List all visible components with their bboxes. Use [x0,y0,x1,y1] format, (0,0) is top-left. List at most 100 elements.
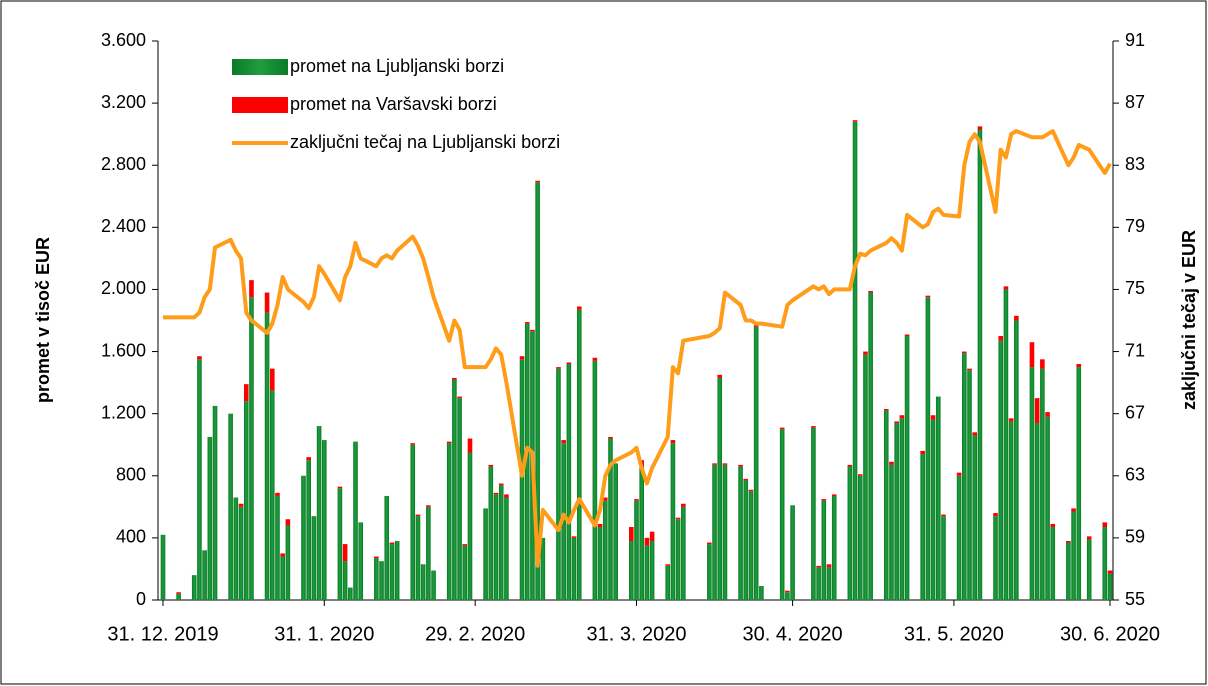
bar [249,297,254,600]
bar [535,180,540,183]
bar [1008,421,1014,600]
bar [410,444,416,600]
bar [883,409,889,411]
bar [998,336,1004,341]
bar [498,483,504,486]
bar [857,474,863,476]
bar [790,505,795,600]
bar [243,384,249,402]
bar [941,514,946,517]
y-tick-label: 1.600 [101,340,146,360]
y2-axis-label: zaključni tečaj v EUR [1179,230,1199,410]
bar [301,475,306,600]
bar [488,464,494,467]
bar [894,421,899,423]
bar [337,486,343,489]
bar [504,497,509,600]
bar [1003,286,1009,290]
bar [275,492,280,496]
y2-tick-label: 63 [1125,465,1145,485]
bar [811,427,816,600]
bar [743,480,749,600]
bar [1066,542,1071,600]
bar [967,370,972,600]
bar [285,519,291,526]
bar [389,542,395,545]
y-axis-label: promet v tisoč EUR [33,237,53,403]
bar [602,497,608,501]
bar [831,495,837,600]
bar [597,523,603,528]
bar [384,495,390,600]
bar [426,505,431,507]
bar [649,531,655,541]
y2-tick-label: 71 [1125,340,1145,360]
bar [899,418,905,600]
bar [264,312,270,600]
bar [889,461,894,465]
bar [176,593,181,600]
bar [831,494,837,496]
bar [628,527,634,541]
bar [1102,527,1108,600]
y2-tick-label: 75 [1125,278,1145,298]
bar [228,413,233,600]
bar [904,334,910,337]
bar [821,499,827,501]
bar [1045,416,1050,600]
bar [1050,527,1056,600]
bar [1034,422,1040,600]
bar [212,405,218,600]
bar [431,570,436,600]
bar [269,368,275,391]
bar [1071,508,1076,512]
bar [1014,320,1019,600]
bar [613,463,618,600]
bar [956,475,962,600]
bar [644,537,650,546]
bar [576,306,582,310]
bar [592,357,598,361]
bar [811,426,816,428]
bar [238,503,244,507]
bar [993,516,998,600]
bar [566,363,572,600]
bar [467,452,473,600]
bar [977,129,983,600]
bar [488,466,494,600]
bar [665,564,671,566]
bar [962,353,967,600]
bar [675,519,681,600]
bar [1107,573,1113,600]
bar [1034,398,1040,423]
y2-tick-label: 67 [1125,402,1145,422]
bar [1102,522,1108,528]
bar [498,485,504,600]
bar [753,325,759,327]
bar [446,441,452,444]
bar [446,443,452,600]
bar [712,464,717,600]
bar [160,534,166,600]
bar [1066,540,1071,543]
bar [374,558,379,600]
bar [748,489,754,492]
bar [816,565,821,568]
bar [1071,511,1076,600]
bar [670,440,676,444]
bar [753,326,759,600]
x-tick-label: 31. 1. 2020 [274,623,374,645]
bar [524,323,530,600]
bar [415,514,421,517]
bar [280,556,285,600]
bar [681,503,686,507]
bar [602,500,608,600]
y-tick-label: 3.600 [101,30,146,50]
bar [847,466,853,600]
y-tick-label: 2.800 [101,154,146,174]
bar [233,497,239,600]
bar [462,545,468,600]
y2-tick-label: 79 [1125,216,1145,236]
bar [571,537,577,600]
bar [722,463,728,465]
